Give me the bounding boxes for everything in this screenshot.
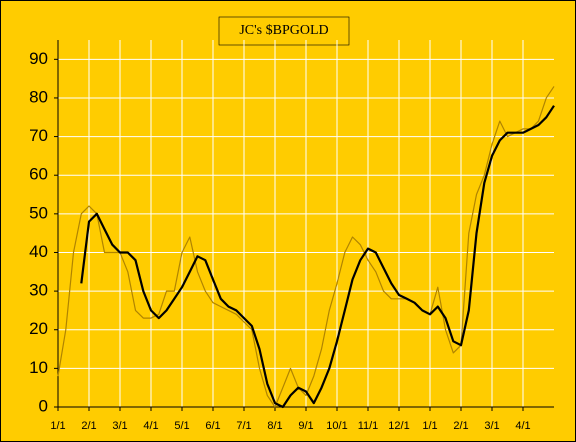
y-tick-label: 90 [29,49,48,68]
x-tick-label: 8/1 [267,420,282,432]
series-line [80,105,555,409]
x-tick-label: 5/1 [174,420,189,432]
chart-title: JC's $BPGOLD [239,23,328,38]
title-box [218,16,350,46]
x-tick-label: 6/1 [205,420,220,432]
x-tick-label: 3/1 [484,420,499,432]
x-tick-label: 1/1 [422,420,437,432]
y-tick-label: 80 [29,87,48,106]
x-tick-label: 12/1 [388,420,409,432]
x-tick-label: 4/1 [143,420,158,432]
y-tick-label: 50 [29,203,48,222]
x-tick-label: 1/1 [50,420,65,432]
y-tick-label: 70 [29,126,48,145]
y-tick-label: 10 [29,358,48,377]
x-tick-label: 10/1 [326,420,347,432]
y-tick-label: 60 [29,165,48,184]
x-tick-label: 4/1 [515,420,530,432]
x-tick-label: 3/1 [112,420,127,432]
x-tick-label: 2/1 [81,420,96,432]
y-tick-label: 20 [29,319,48,338]
y-tick-label: 0 [39,396,48,415]
y-tick-label: 30 [29,281,48,300]
x-tick-label: 2/1 [453,420,468,432]
x-tick-label: 11/1 [358,420,379,432]
x-tick-label: 7/1 [236,420,251,432]
series-line [57,86,555,408]
x-tick-label: 9/1 [298,420,313,432]
y-tick-label: 40 [29,242,48,261]
